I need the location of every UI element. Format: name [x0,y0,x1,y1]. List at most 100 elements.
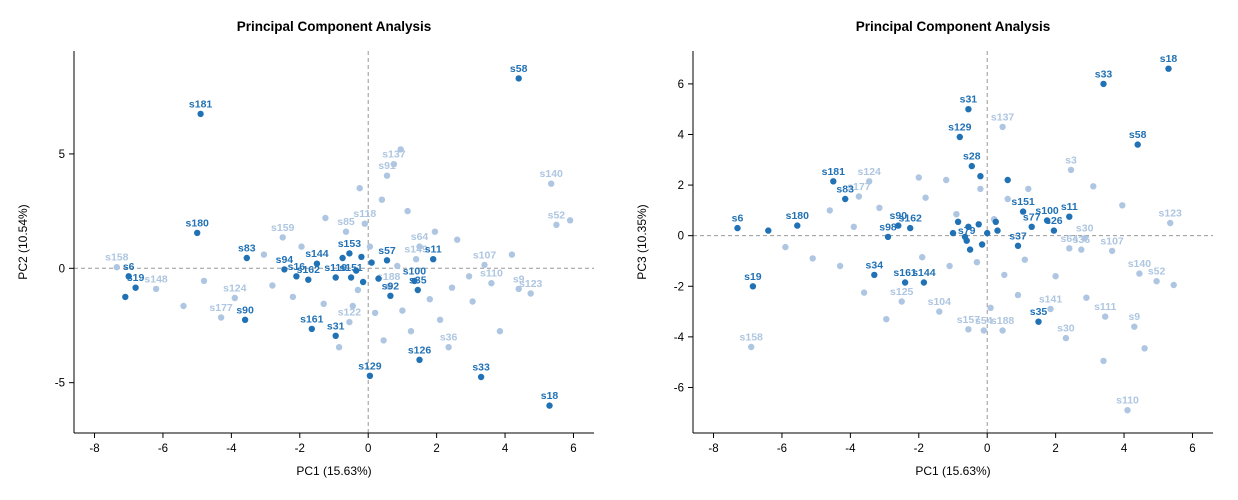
point-label: s177 [209,302,233,314]
data-point [125,273,132,280]
point-label: s11 [1060,201,1077,213]
x-tick-label: -6 [157,443,167,455]
data-point [465,273,472,280]
data-point [371,309,378,317]
point-label: s110 [480,268,503,280]
data-point [906,224,913,232]
data-point [345,250,353,257]
data-point [733,224,741,232]
data-point [1004,195,1011,203]
x-tick-label: -2 [294,443,304,455]
y-tick-label: -4 [673,332,684,344]
point-label: s181 [188,98,212,110]
point-label: s151 [339,262,363,274]
point-label: s91 [378,160,396,172]
data-point [367,259,375,266]
data-point [1019,208,1026,215]
point-label: s30 [1075,223,1093,235]
point-label: s92 [381,280,399,292]
data-point [1077,246,1084,253]
data-point [308,325,315,333]
point-label: s18 [540,390,558,402]
point-label: s157 [956,314,980,326]
data-point [480,261,488,269]
data-point [1099,357,1107,365]
data-point [393,262,400,270]
data-point [200,277,207,285]
point-label: s140 [539,168,563,180]
point-label: s149 [404,244,428,256]
point-label: s123 [1158,208,1182,220]
point-label: s141 [1038,294,1062,306]
x-tick-label: -4 [226,443,237,455]
data-point [113,264,120,271]
point-label: s188 [990,315,1014,327]
data-point [1081,235,1088,242]
point-label: s119 [324,262,347,274]
data-point [850,223,857,230]
data-point [545,402,553,409]
point-label: s100 [402,265,426,277]
data-point [1099,80,1107,88]
data-point [956,133,963,141]
data-point [975,221,982,228]
point-label: s129 [948,122,972,134]
data-point [966,246,973,253]
data-point [935,308,942,315]
data-point [865,178,872,185]
data-point [915,174,922,181]
data-point [1152,278,1160,285]
data-point [508,251,515,258]
data-point [347,274,354,281]
data-point [412,256,419,263]
data-point [983,229,990,237]
data-point [870,271,877,279]
data-point [1014,242,1021,249]
y-tick-label: 5 [58,149,64,161]
point-label: s77 [1022,211,1040,223]
data-point [1065,213,1072,220]
point-label: s58 [1128,129,1146,141]
data-point [1089,183,1096,190]
data-point [448,284,455,291]
point-label: s153 [337,238,361,250]
data-point [385,283,392,290]
x-tick-label: 4 [1120,443,1127,455]
data-point [942,176,949,184]
point-label: s28 [963,151,981,163]
x-tick-label: 2 [1052,443,1058,455]
data-point [231,294,238,302]
y-tick-label: -6 [673,382,683,394]
x-tick-label: 2 [433,443,439,455]
point-label: s180 [185,217,209,229]
point-label: s123 [519,278,543,290]
x-tick-label: -2 [913,443,923,455]
data-point [875,204,883,211]
y-axis-label: PC2 (10.54%) [16,204,30,279]
chart-title: Principal Component Analysis [855,19,1050,34]
data-point [414,286,421,294]
data-point [1024,185,1031,193]
y-tick-label: 6 [677,79,683,91]
data-point [749,283,756,290]
point-label: s9 [512,273,524,285]
y-tick-label: 4 [677,129,684,141]
data-point [398,307,406,314]
x-axis-label: PC1 (15.63%) [296,464,371,478]
point-label: s9 [1128,311,1140,323]
data-point [855,193,862,200]
data-point [121,293,128,301]
point-label: s110 [1116,395,1139,407]
point-label: s162 [296,264,320,276]
y-tick-label: 0 [58,263,64,275]
data-point [349,302,356,310]
data-point [436,316,443,323]
data-point [898,298,905,305]
point-label: s158 [105,252,129,264]
point-label: s159 [271,222,295,234]
data-point [894,222,901,229]
data-point [342,228,349,235]
point-label: s30 [1057,323,1075,335]
point-label: s158 [739,332,763,344]
